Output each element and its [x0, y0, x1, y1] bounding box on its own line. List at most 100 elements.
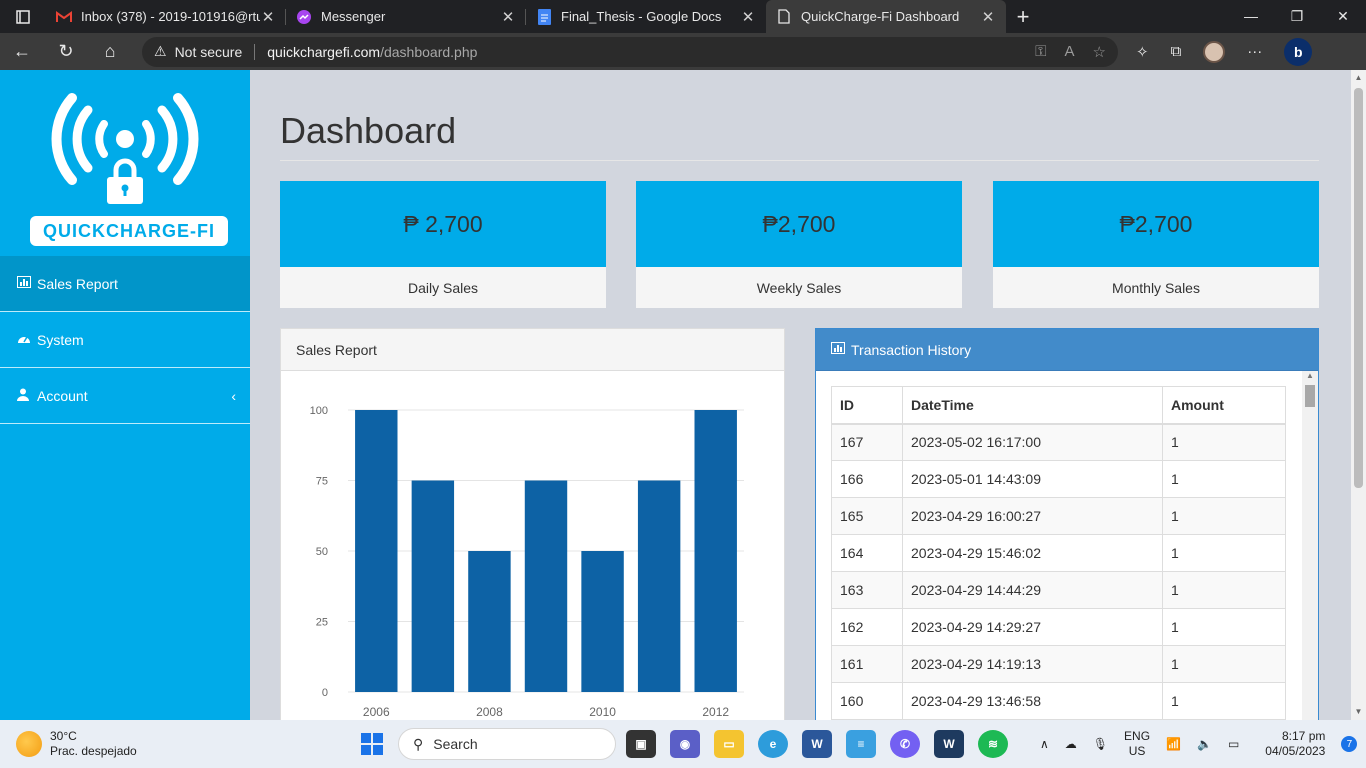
- close-window-icon[interactable]: ✕: [1337, 8, 1349, 24]
- extensions-icon[interactable]: ✧: [1136, 43, 1149, 61]
- table-row: 167 2023-05-02 16:17:00 1: [831, 423, 1286, 461]
- table-scrollbar[interactable]: ▲: [1302, 371, 1318, 720]
- avatar[interactable]: [1203, 40, 1226, 63]
- webex-icon[interactable]: W: [934, 730, 964, 758]
- browser-tab-messenger[interactable]: Messenger ✕: [286, 0, 526, 33]
- omnibox-actions: ⚿ A ☆: [1035, 43, 1106, 61]
- sidebar-item-sales-report[interactable]: Sales Report: [0, 256, 250, 312]
- scroll-up-icon[interactable]: ▲: [1354, 73, 1363, 82]
- table-row: 166 2023-05-01 14:43:09 1: [831, 460, 1286, 498]
- main-content: Dashboard ₱ 2,700 Daily Sales ₱2,700 Wee…: [250, 70, 1351, 720]
- browser-tab-docs[interactable]: Final_Thesis - Google Docs ✕: [526, 0, 766, 33]
- tab-actions-icon[interactable]: [0, 0, 46, 33]
- bar-2007: [411, 480, 455, 692]
- home-icon[interactable]: ⌂: [104, 41, 116, 61]
- panel-title: Transaction History: [851, 341, 972, 358]
- close-icon[interactable]: ✕: [261, 8, 275, 26]
- bar-2006: [355, 410, 398, 692]
- edge-icon[interactable]: e: [758, 730, 788, 758]
- minimize-icon[interactable]: —: [1244, 8, 1258, 24]
- table-cell: 2023-05-02 16:17:00: [902, 423, 1163, 461]
- system-tray: ∧ ☁ 🎙 ENG US 📶 🔈 ▭ 8:17 pm 04/05/2023 7: [1040, 720, 1358, 768]
- file-explorer-icon[interactable]: ▭: [714, 730, 744, 758]
- weather-widget[interactable]: 30°C Prac. despejado: [16, 729, 316, 759]
- back-icon[interactable]: ←: [13, 41, 31, 61]
- browser-tab-dashboard[interactable]: QuickCharge-Fi Dashboard ✕: [766, 0, 1006, 33]
- sales-bar-chart: 0 25 50 75 100 2006 2008 2010 2012: [310, 405, 744, 719]
- gmail-icon: [56, 9, 72, 25]
- chevron-up-icon[interactable]: ∧: [1040, 737, 1049, 751]
- onedrive-icon[interactable]: ☁: [1064, 737, 1077, 751]
- sidebar-item-account[interactable]: Account ‹: [0, 368, 250, 424]
- scrollbar-thumb[interactable]: [1354, 88, 1363, 488]
- browser-tab-gmail[interactable]: Inbox (378) - 2019-101916@rtu.e ✕: [46, 0, 286, 33]
- battery-icon[interactable]: ▭: [1227, 737, 1240, 751]
- page-title: Dashboard: [280, 110, 457, 151]
- docs-icon: [536, 8, 552, 25]
- url-field[interactable]: ⚠ Not secure quickchargefi.com/dashboard…: [142, 36, 1118, 67]
- clock-time: 8:17 pm: [1282, 729, 1326, 743]
- weather-temp: 30°C: [50, 729, 77, 743]
- page-scrollbar[interactable]: ▲ ▼: [1351, 70, 1366, 720]
- divider: [280, 160, 1319, 161]
- wifi-icon[interactable]: 📶: [1166, 737, 1181, 751]
- panel-title: Sales Report: [281, 329, 784, 371]
- scroll-up-icon[interactable]: ▲: [1306, 371, 1314, 380]
- table-cell: 1: [1162, 497, 1286, 535]
- taskbar-search[interactable]: ⚲ Search: [398, 728, 616, 760]
- language-indicator[interactable]: ENG US: [1124, 729, 1150, 759]
- sidebar-item-label: Sales Report: [37, 275, 118, 292]
- table-cell: 162: [831, 608, 903, 646]
- warning-icon[interactable]: ⚠: [154, 43, 167, 59]
- search-label: Search: [433, 736, 478, 752]
- card-label: Daily Sales: [280, 267, 606, 308]
- favorite-star-icon[interactable]: ☆: [1092, 43, 1106, 61]
- taskbar-apps: ▣ ◉ ▭ e W ≡ ✆ W ≋: [626, 730, 1008, 758]
- weather-text: 30°C Prac. despejado: [50, 729, 137, 759]
- chevron-left-icon[interactable]: ‹: [231, 387, 236, 404]
- collections-icon[interactable]: ⧉: [1170, 43, 1182, 60]
- monthly-sales-card: ₱2,700 Monthly Sales: [993, 181, 1319, 308]
- transaction-table-container[interactable]: ID DateTime Amount 167 2023-05-02 16:17:0…: [831, 386, 1286, 720]
- table-cell: 2023-04-29 14:44:29: [902, 571, 1163, 609]
- messenger-icon: [296, 9, 312, 25]
- sidebar-item-system[interactable]: System: [0, 312, 250, 368]
- y-tick-label: 100: [310, 405, 328, 417]
- more-icon[interactable]: ···: [1247, 43, 1263, 60]
- viber-icon[interactable]: ✆: [890, 730, 920, 758]
- key-icon[interactable]: ⚿: [1035, 42, 1047, 60]
- microphone-icon[interactable]: 🎙: [1092, 737, 1109, 751]
- word-icon[interactable]: W: [802, 730, 832, 758]
- close-icon[interactable]: ✕: [501, 8, 515, 26]
- lang-bottom: US: [1128, 744, 1146, 758]
- spotify-icon[interactable]: ≋: [978, 730, 1008, 758]
- x-tick-label: 2008: [476, 705, 503, 719]
- scrollbar-thumb[interactable]: [1305, 385, 1315, 407]
- task-view-icon[interactable]: ▣: [626, 730, 656, 758]
- bing-icon[interactable]: b: [1284, 37, 1313, 66]
- logo-text: QUICKCHARGE-FI: [30, 216, 228, 246]
- new-tab-button[interactable]: +: [1016, 3, 1030, 29]
- windows-start-icon[interactable]: [361, 733, 383, 755]
- weather-desc: Prac. despejado: [50, 744, 137, 758]
- close-icon[interactable]: ✕: [741, 8, 755, 26]
- column-header: DateTime: [902, 386, 1163, 425]
- read-aloud-icon[interactable]: A: [1064, 42, 1075, 60]
- table-cell: 165: [831, 497, 903, 535]
- volume-icon[interactable]: 🔈: [1197, 737, 1212, 751]
- restore-icon[interactable]: ❐: [1290, 8, 1304, 24]
- tab-title: Inbox (378) - 2019-101916@rtu.e: [81, 9, 260, 24]
- teams-chat-icon[interactable]: ◉: [670, 730, 700, 758]
- close-icon[interactable]: ✕: [981, 8, 995, 26]
- y-tick-label: 25: [316, 617, 328, 629]
- clock[interactable]: 8:17 pm 04/05/2023: [1265, 729, 1325, 759]
- transaction-history-panel: Transaction History ID DateTime Amount 1…: [815, 328, 1319, 720]
- security-label[interactable]: Not secure: [174, 43, 243, 60]
- notification-badge[interactable]: 7: [1341, 736, 1358, 752]
- table-cell: 160: [831, 682, 903, 720]
- reload-icon[interactable]: ↻: [58, 41, 74, 61]
- table-cell: 166: [831, 460, 903, 498]
- bar-chart-icon: [831, 342, 845, 357]
- scroll-down-icon[interactable]: ▼: [1354, 707, 1363, 716]
- notepad-icon[interactable]: ≡: [846, 730, 876, 758]
